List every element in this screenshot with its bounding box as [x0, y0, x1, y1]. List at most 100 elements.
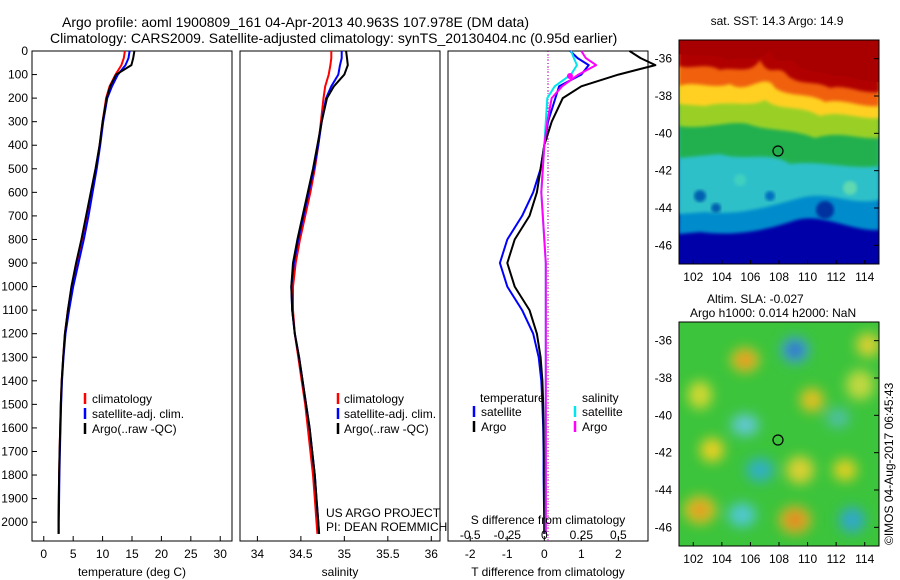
- sst-field: [679, 40, 879, 264]
- lat-tick-label: -40: [655, 408, 673, 422]
- header-line-1: Argo profile: aoml 1900809_161 04-Apr-20…: [62, 14, 529, 30]
- depth-tick-label: 1100: [2, 303, 28, 317]
- s-tick-label: 0.5: [610, 528, 627, 542]
- lon-tick-label: 106: [740, 552, 760, 566]
- t-difference-ticks: -2 -1 0 1 2: [465, 536, 622, 561]
- depth-tick-label: 700: [8, 209, 28, 223]
- lon-tick-label: 104: [712, 552, 732, 566]
- lat-tick-label: -46: [655, 520, 673, 534]
- x-tick-label: 35: [338, 547, 352, 561]
- temperature-legend: climatology satellite-adj. clim. Argo(..…: [83, 392, 184, 436]
- x-tick-label: 30: [214, 547, 228, 561]
- legend-temperature-heading: temperature: [480, 391, 545, 405]
- x-tick-label: 10: [96, 547, 110, 561]
- series-line-climatology: [292, 51, 333, 534]
- depth-tick-label: 1000: [1, 280, 28, 294]
- depth-tick-label: 400: [8, 138, 28, 152]
- depth-tick-label: 1400: [1, 374, 28, 388]
- sst-map: sat. SST: 14.3 Argo: 14.9: [655, 14, 880, 284]
- legend-argo-s: Argo(..raw -QC): [344, 422, 429, 436]
- credit-line-1: US ARGO PROJECT: [326, 506, 441, 520]
- depth-tick-label: 0: [21, 44, 28, 58]
- depth-tick-label: 1300: [1, 350, 28, 364]
- depth-tick-label: 300: [8, 115, 28, 129]
- temperature-lines: [57, 50, 136, 534]
- difference-lines: [498, 50, 657, 534]
- depth-tick-label: 1600: [1, 421, 28, 435]
- sst-lon-ticks: 102 104 106 108 110 112 114: [683, 260, 875, 284]
- lat-tick-label: -36: [655, 52, 673, 66]
- s-difference-label: S difference from climatology: [471, 513, 626, 527]
- x-tick-label: 2: [615, 547, 622, 561]
- legend-s-satellite: satellite: [582, 405, 623, 419]
- lon-tick-label: 114: [855, 552, 874, 566]
- sst-lat-ticks: -36 -38 -40 -42 -44 -46: [655, 52, 879, 252]
- sla-map: Altim. SLA: -0.027 Argo h1000: 0.014 h20…: [655, 292, 880, 566]
- legend-t-argo: Argo: [481, 420, 507, 434]
- lat-tick-label: -40: [655, 126, 673, 140]
- series-line-argo-raw-qc-: [290, 50, 349, 534]
- salinity-panel: 34 34.5 35 35.5 36 climatology satellite-adj…: [239, 50, 447, 579]
- lon-tick-label: 106: [740, 270, 760, 284]
- temperature-axis-label: temperature (deg C): [78, 565, 186, 579]
- x-tick-label: -1: [502, 547, 513, 561]
- legend-argo: Argo(..raw -QC): [92, 422, 177, 436]
- s-tick-label: -0.5: [460, 528, 481, 542]
- lon-tick-label: 108: [769, 270, 789, 284]
- legend-climatology-s: climatology: [344, 392, 404, 406]
- sst-title: sat. SST: 14.3 Argo: 14.9: [711, 14, 844, 28]
- sla-lat-ticks: -36 -38 -40 -42 -44 -46: [655, 334, 879, 534]
- lon-tick-label: 108: [769, 552, 789, 566]
- sla-lon-ticks: 102 104 106 108 110 112 114: [683, 542, 875, 566]
- t-difference-label: T difference from climatology: [471, 565, 625, 579]
- argo-location-marker: [772, 145, 784, 157]
- legend-t-satellite: satellite: [481, 405, 522, 419]
- depth-tick-label: 100: [8, 68, 28, 82]
- lat-tick-label: -44: [655, 483, 673, 497]
- lon-tick-label: 102: [683, 552, 703, 566]
- series-line-temperature-Argo: [506, 50, 657, 534]
- lon-tick-label: 110: [798, 552, 817, 566]
- temperature-ticks: 0 5 10 15 20 25 30: [40, 536, 227, 561]
- depth-tick-label: 500: [8, 162, 28, 176]
- lon-tick-label: 114: [855, 270, 874, 284]
- x-tick-label: 25: [184, 547, 198, 561]
- series-line-salinity-Argo: [540, 50, 598, 534]
- x-tick-label: 34.5: [289, 547, 313, 561]
- legend-s-argo: Argo: [582, 420, 608, 434]
- x-tick-label: 20: [155, 547, 169, 561]
- lon-tick-label: 102: [683, 270, 703, 284]
- legend-satellite-s: satellite-adj. clim.: [344, 407, 436, 421]
- lon-tick-label: 110: [798, 270, 817, 284]
- x-tick-label: -2: [465, 547, 476, 561]
- argo-location-marker-sla: [772, 434, 784, 446]
- depth-tick-label: 2000: [1, 515, 28, 529]
- credit-line-2: PI: DEAN ROEMMICH: [326, 520, 447, 534]
- series-line-argo-raw-qc-: [57, 50, 136, 534]
- salinity-axis-label: salinity: [322, 565, 359, 579]
- legend-salinity-heading: salinity: [582, 391, 619, 405]
- depth-tick-label: 800: [8, 232, 28, 246]
- lat-tick-label: -42: [655, 164, 673, 178]
- sla-title-2: Argo h1000: 0.014 h2000: NaN: [690, 306, 856, 320]
- depth-ticks: 0 100 200 300 400 500 600 700 800 900 1000 1100 1200…: [1, 44, 452, 529]
- difference-legend: temperature salinity satellite Argo sate…: [472, 391, 623, 434]
- x-tick-label: 5: [70, 547, 77, 561]
- depth-tick-label: 1500: [1, 397, 28, 411]
- salinity-ticks: 34 34.5 35 35.5 36: [251, 536, 438, 561]
- lat-tick-label: -42: [655, 446, 673, 460]
- lon-tick-label: 112: [827, 270, 846, 284]
- depth-tick-label: 600: [8, 185, 28, 199]
- depth-tick-label: 1200: [1, 327, 28, 341]
- header-line-2: Climatology: CARS2009. Satellite-adjuste…: [50, 30, 617, 46]
- imos-timestamp: ©IMOS 04-Aug-2017 06:45:43: [882, 382, 896, 545]
- s-tick-label: 0: [541, 528, 548, 542]
- x-tick-label: 34: [251, 547, 265, 561]
- lat-tick-label: -36: [655, 334, 673, 348]
- sla-field: [679, 322, 879, 546]
- lat-tick-label: -44: [655, 201, 673, 215]
- lon-tick-label: 104: [712, 270, 732, 284]
- x-tick-label: 15: [125, 547, 139, 561]
- x-tick-label: 35.5: [376, 547, 400, 561]
